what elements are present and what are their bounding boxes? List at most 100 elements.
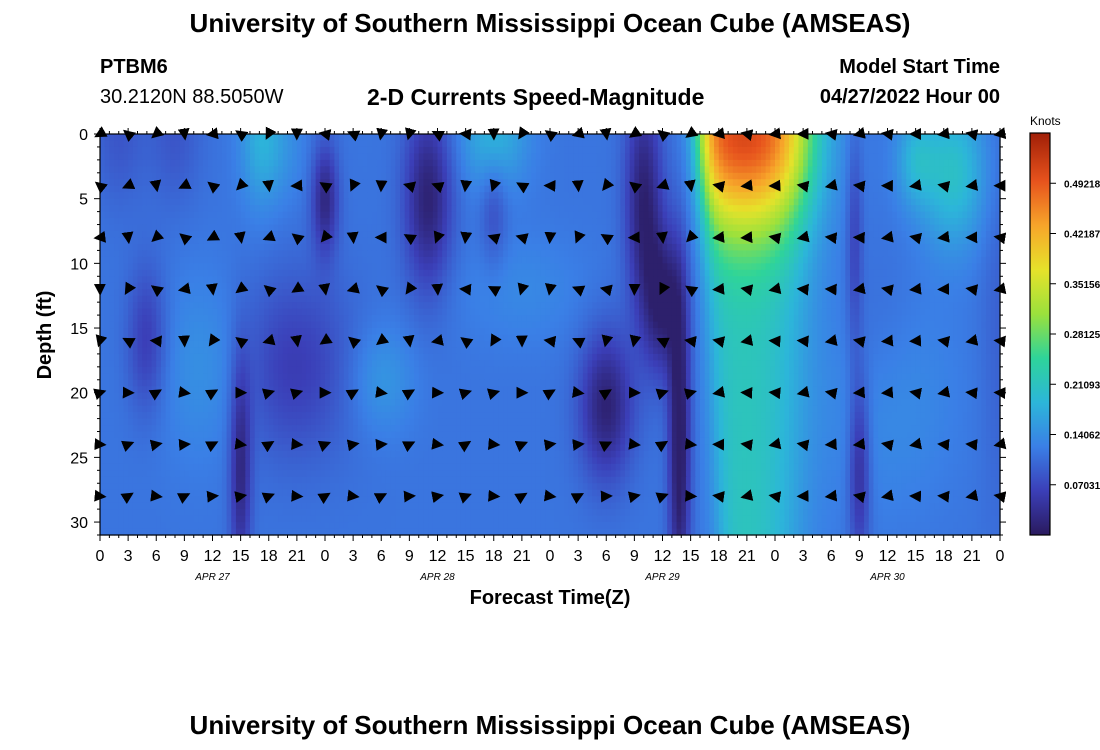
heatmap-cell bbox=[235, 172, 242, 180]
heatmap-cell bbox=[559, 166, 565, 174]
heatmap-cell bbox=[596, 263, 603, 271]
heatmap-cell bbox=[807, 179, 814, 187]
heatmap-cell bbox=[685, 224, 692, 232]
heatmap-cell bbox=[146, 289, 153, 297]
heatmap-cell bbox=[437, 166, 443, 174]
heatmap-cell bbox=[676, 159, 682, 167]
heatmap-cell bbox=[315, 243, 321, 252]
heatmap-cell bbox=[648, 282, 654, 290]
heatmap-cell bbox=[100, 159, 106, 167]
heatmap-cell bbox=[343, 224, 350, 232]
heatmap-cell bbox=[142, 140, 148, 148]
heatmap-cell bbox=[704, 185, 710, 193]
heatmap-cell bbox=[625, 198, 631, 206]
heatmap-cell bbox=[484, 224, 490, 232]
heatmap-cell bbox=[962, 256, 968, 264]
heatmap-cell bbox=[250, 263, 256, 271]
heatmap-cell bbox=[198, 172, 204, 180]
heatmap-cell bbox=[981, 159, 987, 167]
heatmap-cell bbox=[878, 185, 884, 193]
heatmap-cell bbox=[207, 198, 214, 206]
heatmap-cell bbox=[142, 153, 148, 161]
heatmap-cell bbox=[582, 134, 589, 142]
heatmap-cell bbox=[634, 198, 640, 206]
heatmap-cell bbox=[301, 205, 307, 213]
heatmap-cell bbox=[540, 159, 546, 167]
heatmap-cell bbox=[531, 134, 537, 142]
heatmap-cell bbox=[620, 269, 626, 277]
heatmap-cell bbox=[929, 282, 935, 290]
heatmap-cell bbox=[432, 140, 439, 148]
heatmap-cell bbox=[470, 250, 476, 258]
heatmap-cell bbox=[896, 276, 903, 284]
heatmap-cell bbox=[831, 198, 837, 206]
heatmap-cell bbox=[821, 276, 828, 284]
heatmap-cell bbox=[695, 231, 701, 239]
heatmap-cell bbox=[282, 140, 289, 148]
heatmap-cell bbox=[760, 263, 767, 271]
heatmap-cell bbox=[976, 231, 982, 239]
heatmap-cell bbox=[100, 295, 106, 303]
heatmap-cell bbox=[892, 269, 898, 277]
heatmap-cell bbox=[348, 243, 354, 252]
heatmap-cell bbox=[826, 269, 832, 277]
heatmap-cell bbox=[301, 256, 307, 264]
heatmap-cell bbox=[357, 134, 364, 142]
heatmap-cell bbox=[864, 243, 870, 252]
heatmap-cell bbox=[695, 243, 701, 252]
heatmap-cell bbox=[132, 153, 139, 161]
heatmap-cell bbox=[873, 237, 879, 245]
heatmap-cell bbox=[390, 205, 396, 213]
heatmap-cell bbox=[193, 256, 200, 264]
heatmap-cell bbox=[512, 224, 518, 232]
heatmap-cell bbox=[953, 295, 959, 303]
heatmap-cell bbox=[826, 146, 832, 155]
heatmap-cell bbox=[137, 218, 143, 226]
heatmap-cell bbox=[587, 153, 593, 161]
heatmap-cell bbox=[821, 282, 828, 290]
heatmap-cell bbox=[484, 211, 490, 219]
heatmap-cell bbox=[643, 269, 650, 277]
heatmap-cell bbox=[203, 198, 209, 206]
heatmap-cell bbox=[310, 172, 317, 180]
heatmap-cell bbox=[184, 276, 190, 284]
heatmap-cell bbox=[175, 224, 181, 232]
heatmap-cell bbox=[418, 237, 425, 245]
heatmap-cell bbox=[967, 295, 973, 303]
heatmap-cell bbox=[165, 185, 171, 193]
heatmap-cell bbox=[100, 211, 106, 219]
heatmap-cell bbox=[859, 269, 865, 277]
heatmap-cell bbox=[615, 140, 621, 148]
heatmap-cell bbox=[104, 153, 110, 161]
heatmap-cell bbox=[657, 295, 664, 303]
heatmap-cell bbox=[437, 256, 443, 264]
heatmap-cell bbox=[184, 295, 190, 303]
heatmap-cell bbox=[170, 295, 176, 303]
heatmap-cell bbox=[118, 269, 125, 277]
heatmap-cell bbox=[521, 276, 528, 284]
heatmap-cell bbox=[179, 185, 185, 193]
heatmap-cell bbox=[296, 289, 303, 297]
heatmap-cell bbox=[456, 153, 462, 161]
heatmap-cell bbox=[896, 140, 903, 148]
heatmap-cell bbox=[451, 134, 457, 142]
heatmap-cell bbox=[981, 243, 987, 252]
heatmap-cell bbox=[254, 211, 260, 219]
heatmap-cell bbox=[146, 282, 153, 290]
heatmap-cell bbox=[901, 211, 907, 219]
heatmap-cell bbox=[259, 172, 265, 180]
heatmap-cell bbox=[240, 256, 246, 264]
heatmap-cell bbox=[756, 211, 762, 219]
heatmap-cell bbox=[484, 243, 490, 252]
heatmap-cell bbox=[306, 153, 312, 161]
heatmap-cell bbox=[601, 140, 607, 148]
heatmap-cell bbox=[292, 263, 298, 271]
heatmap-cell bbox=[892, 243, 898, 252]
heatmap-cell bbox=[165, 159, 171, 167]
heatmap-cell bbox=[343, 198, 350, 206]
heatmap-cell bbox=[845, 159, 851, 167]
heatmap-cell bbox=[217, 243, 223, 252]
heatmap-cell bbox=[812, 159, 818, 167]
heatmap-cell bbox=[620, 289, 626, 297]
heatmap-cell bbox=[770, 192, 776, 200]
